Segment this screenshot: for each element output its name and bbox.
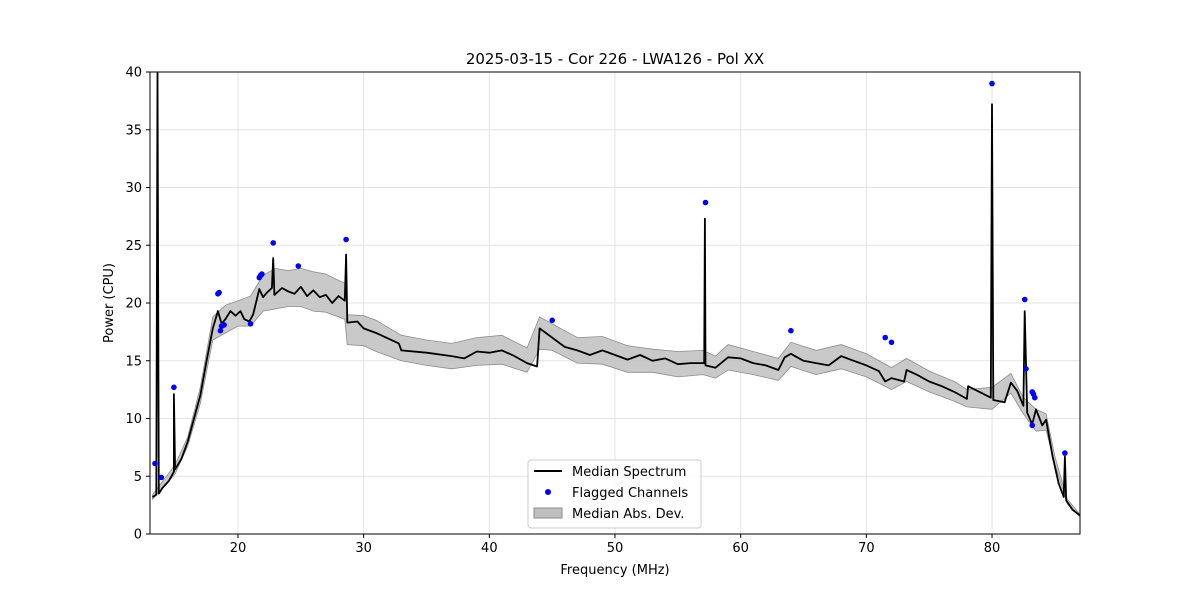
flagged-channel-point	[788, 327, 794, 334]
legend-mad-label: Median Abs. Dev.	[572, 507, 684, 522]
y-axis-label: Power (CPU)	[102, 263, 117, 343]
x-tick-label: 60	[732, 541, 749, 556]
flagged-channel-point	[343, 236, 349, 243]
flagged-channel-point	[882, 334, 888, 341]
flagged-channel-point	[295, 263, 302, 269]
x-tick-label: 30	[355, 541, 372, 556]
y-axis-ticks: 0 5 10 15 20 25 30 35 40	[125, 66, 150, 543]
x-tick-label: 80	[984, 541, 1001, 556]
flagged-channel-point	[158, 474, 165, 481]
legend-frame	[527, 459, 702, 529]
y-tick-label: 40	[125, 66, 142, 81]
flagged-channel-point	[259, 271, 265, 277]
legend-mad-swatch	[533, 507, 563, 519]
x-axis-label: Frequency (MHz)	[560, 563, 669, 578]
y-tick-label: 15	[125, 354, 142, 369]
flagged-channel-point	[1032, 394, 1038, 401]
y-tick-label: 10	[125, 412, 142, 427]
flagged-channel-point	[217, 327, 224, 334]
flagged-channel-point	[216, 289, 222, 296]
flagged-channel-point	[702, 199, 709, 206]
y-tick-label: 0	[134, 528, 142, 543]
y-tick-label: 25	[125, 239, 142, 254]
chart-title: 2025-03-15 - Cor 226 - LWA126 - Pol XX	[466, 50, 764, 68]
x-tick-label: 70	[858, 541, 875, 556]
x-axis-ticks: 20 30 40 50 60 70 80	[230, 534, 1001, 556]
mad-band-layer	[152, 267, 1080, 518]
flagged-channel-point	[152, 460, 158, 467]
flagged-channel-point	[270, 240, 277, 246]
y-tick-label: 30	[125, 181, 142, 196]
flagged-channel-point	[247, 321, 254, 327]
median-line-layer	[152, 72, 1080, 517]
flagged-channel-point	[1029, 422, 1035, 429]
flagged-channel-point	[549, 317, 555, 324]
flagged-channel-point	[221, 322, 227, 328]
flagged-channel-point	[1023, 366, 1029, 372]
legend-median-label: Median Spectrum	[572, 465, 686, 480]
legend-flagged-label: Flagged Channels	[572, 486, 688, 501]
y-tick-label: 5	[134, 470, 142, 485]
flagged-channel-point	[1062, 450, 1068, 456]
flagged-channel-point	[989, 80, 995, 87]
legend: Median Spectrum Flagged Channels Median …	[527, 459, 702, 529]
y-tick-label: 20	[125, 297, 142, 312]
x-tick-label: 50	[607, 541, 624, 556]
flagged-points-layer	[152, 80, 1068, 481]
flagged-channel-point	[888, 339, 895, 346]
x-tick-label: 20	[230, 541, 247, 556]
flagged-channel-point	[171, 384, 177, 391]
y-tick-label: 35	[125, 123, 142, 138]
legend-flagged-swatch	[545, 489, 551, 495]
mad-band	[152, 267, 1080, 518]
x-tick-label: 40	[481, 541, 498, 556]
median-spectrum-line	[152, 72, 1080, 517]
flagged-channel-point	[1021, 296, 1028, 303]
